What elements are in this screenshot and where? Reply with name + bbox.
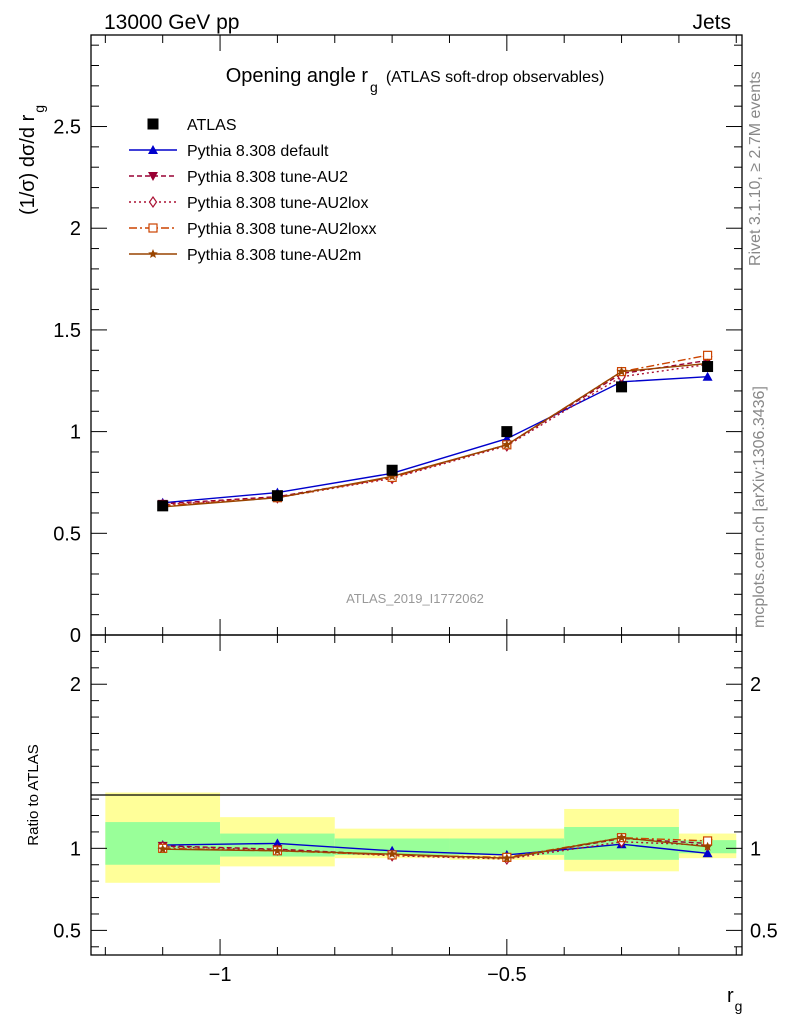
x-tick-label: −1 [209, 964, 232, 986]
header-right: Jets [692, 11, 731, 34]
legend-label: Pythia 8.308 default [187, 143, 329, 160]
series-line [162, 376, 708, 504]
y-tick-label: 1 [70, 422, 81, 444]
ratio-line [162, 842, 708, 856]
ratio-y-tick-label: 2 [70, 674, 81, 696]
legend: ATLAS Pythia 8.308 default Pythia 8.308 tu… [129, 117, 376, 264]
ratio-xlabel: rg [727, 985, 742, 1014]
main-title-sub: g [370, 79, 378, 95]
main-title-text: Opening angle r [226, 65, 369, 87]
ratio-xlabel-sub: g [735, 998, 743, 1014]
ratio-line [162, 836, 708, 859]
ratio-point [616, 832, 627, 842]
ratio-series [157, 832, 713, 866]
atlas-point [501, 426, 513, 438]
y-tick-label: 2.5 [53, 117, 81, 139]
series-point [502, 439, 512, 449]
series-point [387, 471, 397, 481]
series-line [162, 354, 708, 507]
y-tick-label: 0 [70, 625, 81, 647]
legend-marker [148, 249, 158, 258]
ratio-panel: 0.5 0.5 1 1 2 2 −1 −0.5 Ratio to ATLAS rg [25, 634, 778, 1014]
y-tick-label: 1.5 [53, 320, 81, 342]
series-point [702, 371, 713, 381]
ratio-line [162, 841, 708, 860]
ratio-point [272, 845, 283, 855]
atlas-point [386, 464, 398, 476]
main-ylabel-sub: g [31, 105, 47, 113]
header-left: 13000 GeV pp [104, 11, 239, 34]
legend-label: Pythia 8.308 tune-AU2m [187, 247, 361, 264]
ratio-point [702, 841, 713, 851]
legend-label: Pythia 8.308 tune-AU2 [187, 169, 348, 186]
rivet-label: Rivet 3.1.10, ≥ 2.7M events [747, 71, 764, 266]
ratio-y-tick-label-right: 1 [750, 838, 761, 860]
atlas-point [271, 490, 283, 502]
legend-marker-atlas [147, 118, 159, 130]
ratio-point [502, 853, 512, 863]
ratio-xlabel-text: r [727, 985, 734, 1007]
ratio-point [387, 849, 397, 859]
main-title: Opening angle r g (ATLAS soft-drop observa… [226, 65, 605, 95]
legend-label: ATLAS [187, 117, 237, 134]
legend-marker [148, 223, 158, 233]
ratio-line [162, 836, 708, 859]
ratio-y-tick-label-right: 0.5 [750, 920, 778, 942]
main-series [157, 350, 713, 511]
series-line [162, 362, 708, 508]
y-tick-label: 2 [70, 218, 81, 240]
band-green [449, 838, 565, 855]
atlas-point [616, 381, 628, 393]
mcplots-label: mcplots.cern.ch [arXiv:1306.3436] [751, 386, 768, 628]
watermark: ATLAS_2019_I1772062 [346, 591, 484, 606]
main-panel: 00.511.522.5 Opening angle r g(ATLAS soft… [17, 34, 743, 647]
y-tick-label: 0.5 [53, 523, 81, 545]
atlas-point [157, 500, 169, 512]
atlas-data-points [157, 361, 714, 512]
series-point [702, 350, 713, 360]
atlas-point [702, 361, 714, 373]
ratio-y-tick-label-right: 2 [750, 674, 761, 696]
main-axis-ticks: 0 0.5 1 1.5 2 2.5 [53, 35, 742, 647]
x-tick-label: −0.5 [487, 964, 526, 986]
main-ylabel-text: (1/σ) dσ/d r [17, 114, 39, 215]
ratio-y-tick-label: 0.5 [53, 920, 81, 942]
ratio-uncertainty-bands [105, 792, 737, 883]
legend-marker [148, 145, 158, 154]
main-title-extra: (ATLAS soft-drop observables) [386, 69, 604, 86]
legend-label: Pythia 8.308 tune-AU2loxx [187, 221, 376, 238]
ratio-point [157, 844, 168, 854]
ratio-y-tick-label: 1 [70, 838, 81, 860]
legend-label: Pythia 8.308 tune-AU2lox [187, 195, 368, 212]
legend-marker [148, 172, 158, 181]
ratio-ylabel: Ratio to ATLAS [25, 744, 42, 845]
ratio-axis-ticks: 0.5 0.5 1 1 2 2 −1 −0.5 [53, 635, 778, 986]
ratio-point [702, 848, 713, 858]
series-point [616, 366, 627, 376]
ratio-frame [90, 634, 743, 956]
main-ylabel: (1/σ) dσ/d rg [17, 105, 47, 215]
legend-marker [148, 195, 158, 209]
